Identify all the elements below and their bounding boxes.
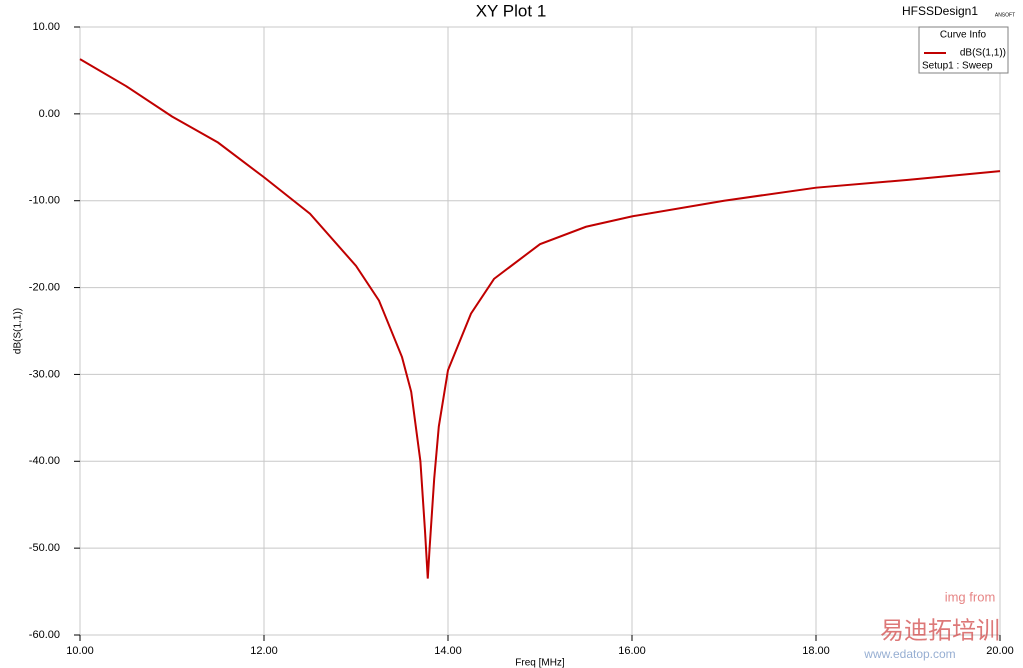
legend-label: dB(S(1,1)) xyxy=(960,48,1006,59)
y-tick-label: 10.00 xyxy=(32,21,60,33)
curve xyxy=(79,58,1001,579)
watermark: img from xyxy=(945,589,996,604)
x-tick-label: 12.00 xyxy=(250,645,278,657)
y-axis-label: dB(S(1,1)) xyxy=(13,308,24,354)
x-tick-label: 16.00 xyxy=(618,645,646,657)
y-tick-label: 0.00 xyxy=(39,108,60,120)
x-tick-label: 10.00 xyxy=(66,645,94,657)
y-tick-label: -40.00 xyxy=(29,455,60,467)
legend-title: Curve Info xyxy=(940,30,987,41)
y-tick-label: -10.00 xyxy=(29,195,60,207)
watermark: 易迪拓培训 xyxy=(880,617,1000,644)
legend-setup: Setup1 : Sweep xyxy=(922,61,993,72)
logo: ANSOFT xyxy=(995,12,1015,18)
x-tick-label: 20.00 xyxy=(986,645,1014,657)
chart-title: XY Plot 1 xyxy=(476,1,547,20)
design-name: HFSSDesign1 xyxy=(902,4,978,18)
legend-box xyxy=(918,26,1009,74)
watermark: www.edatop.com xyxy=(863,647,955,661)
y-tick-label: -60.00 xyxy=(29,629,60,641)
x-tick-label: 14.00 xyxy=(434,645,462,657)
y-tick-label: -20.00 xyxy=(29,281,60,293)
x-axis-label: Freq [MHz] xyxy=(515,658,565,668)
y-tick-label: -50.00 xyxy=(29,542,60,554)
y-tick-label: -30.00 xyxy=(29,368,60,380)
plot-frame xyxy=(79,26,1001,636)
legend: Curve Info dB(S(1,1)) Setup1 : Sweep xyxy=(918,26,1009,74)
x-tick-label: 18.00 xyxy=(802,645,830,657)
